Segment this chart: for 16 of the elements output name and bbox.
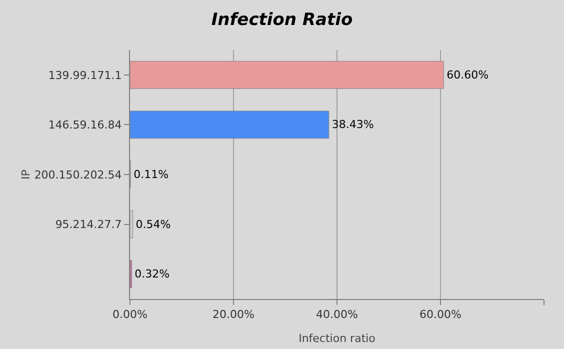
data-label: 60.60% — [446, 68, 489, 82]
y-axis-title: IP — [19, 169, 32, 180]
x-tick-label: 0.00% — [112, 308, 148, 322]
chart-title: Infection Ratio — [211, 10, 353, 30]
y-tick-label: 146.59.16.84 — [48, 118, 122, 132]
x-tick-label: 40.00% — [316, 308, 358, 322]
x-tick-label: 60.00% — [420, 308, 462, 322]
data-label: 0.11% — [134, 168, 169, 182]
x-tick-label: 20.00% — [212, 308, 254, 322]
y-tick-label: 200.150.202.54 — [34, 168, 122, 182]
data-label: 0.32% — [134, 268, 170, 281]
y-tick-label: 95.214.27.7 — [55, 218, 122, 232]
data-label: 38.43% — [332, 118, 374, 132]
x-axis-title: Infection ratio — [298, 332, 376, 345]
data-label: 0.54% — [136, 218, 171, 231]
y-tick-label: 139.99.171.1 — [48, 68, 122, 82]
